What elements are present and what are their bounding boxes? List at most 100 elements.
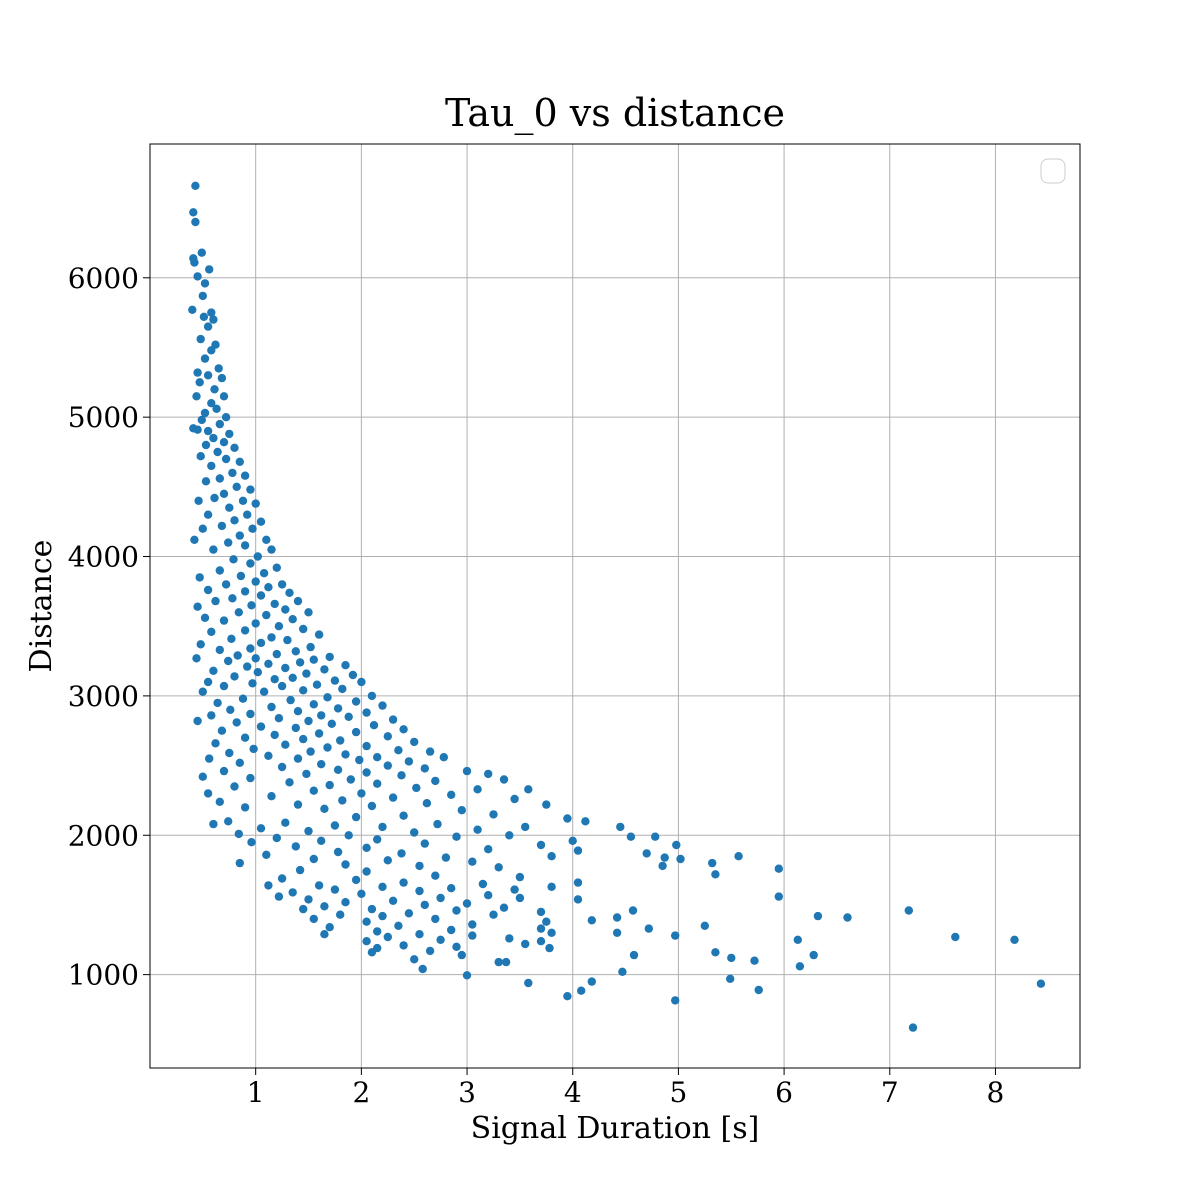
data-point (388, 896, 398, 905)
data-point (367, 948, 377, 957)
x-tick-label: 4 (564, 1076, 582, 1109)
data-point (542, 800, 551, 809)
data-point (299, 624, 308, 634)
data-point (378, 701, 387, 710)
data-point (232, 718, 241, 727)
data-point (676, 854, 685, 864)
data-point (462, 899, 472, 908)
data-point (295, 865, 305, 875)
data-point (644, 924, 653, 933)
data-point (256, 638, 266, 648)
data-point (200, 279, 210, 288)
data-point (274, 892, 284, 901)
data-point (299, 734, 308, 744)
data-point (536, 924, 546, 933)
x-tick-label: 5 (669, 1076, 687, 1109)
x-tick-label: 8 (987, 1076, 1005, 1109)
data-point (277, 681, 287, 691)
data-point (774, 892, 783, 901)
data-point (462, 971, 472, 980)
data-point (468, 931, 477, 940)
x-tick-label: 3 (458, 1076, 476, 1109)
data-point (369, 721, 379, 730)
data-point (795, 962, 805, 971)
data-point (494, 863, 503, 872)
data-point (542, 917, 551, 926)
legend-box (1040, 158, 1066, 184)
data-point (412, 783, 421, 793)
data-point (378, 911, 387, 921)
data-point (219, 438, 229, 447)
data-point (195, 573, 204, 582)
data-point (251, 619, 260, 628)
data-point (399, 725, 408, 734)
data-point (383, 932, 392, 942)
data-point (211, 596, 220, 606)
data-point (196, 640, 205, 649)
data-point (447, 790, 456, 799)
data-point (563, 992, 572, 1001)
data-point (420, 839, 429, 848)
data-point (373, 927, 382, 936)
data-point (711, 948, 720, 957)
data-point (484, 845, 493, 854)
data-point (267, 702, 276, 712)
data-point (351, 697, 361, 706)
data-point (224, 817, 233, 826)
data-point (323, 743, 332, 752)
data-point (219, 766, 229, 776)
data-point (813, 911, 823, 921)
data-point (404, 909, 414, 918)
data-point (251, 577, 260, 586)
data-point (388, 793, 398, 802)
data-point (660, 853, 669, 862)
data-point (515, 893, 525, 903)
data-point (253, 668, 262, 677)
data-point (521, 939, 530, 949)
data-point (373, 835, 382, 844)
data-point (205, 754, 214, 763)
data-point (299, 904, 308, 914)
data-point (951, 932, 960, 942)
data-point (224, 538, 233, 547)
data-point (262, 850, 271, 859)
data-point (267, 545, 276, 554)
data-point (317, 711, 326, 720)
data-point (468, 920, 477, 929)
data-point (563, 814, 572, 823)
data-point (462, 766, 472, 776)
data-point (441, 853, 451, 862)
data-point (203, 677, 213, 687)
data-point (207, 627, 216, 636)
data-point (272, 649, 281, 659)
data-point (295, 658, 305, 667)
data-point (207, 461, 216, 471)
data-point (246, 485, 255, 494)
data-point (199, 312, 209, 321)
data-point (1036, 979, 1046, 988)
data-point (210, 493, 219, 503)
data-point (422, 799, 432, 808)
data-point (274, 714, 284, 723)
data-point (671, 931, 680, 940)
data-point (348, 670, 358, 680)
data-point (362, 768, 371, 777)
data-point (510, 885, 519, 894)
data-point (277, 762, 287, 772)
data-point (431, 914, 440, 924)
data-point (774, 864, 783, 873)
data-point (247, 838, 256, 847)
data-point (219, 616, 229, 625)
data-point (293, 754, 303, 763)
chart-title: Tau_0 vs distance (445, 91, 785, 136)
data-point (394, 921, 403, 930)
data-point (436, 893, 445, 903)
data-point (207, 308, 216, 317)
data-point (286, 695, 295, 705)
data-point (577, 986, 586, 995)
data-point (809, 950, 818, 960)
data-point (259, 569, 269, 578)
data-point (238, 496, 248, 505)
x-tick-label: 7 (881, 1076, 899, 1109)
data-point (272, 563, 281, 572)
